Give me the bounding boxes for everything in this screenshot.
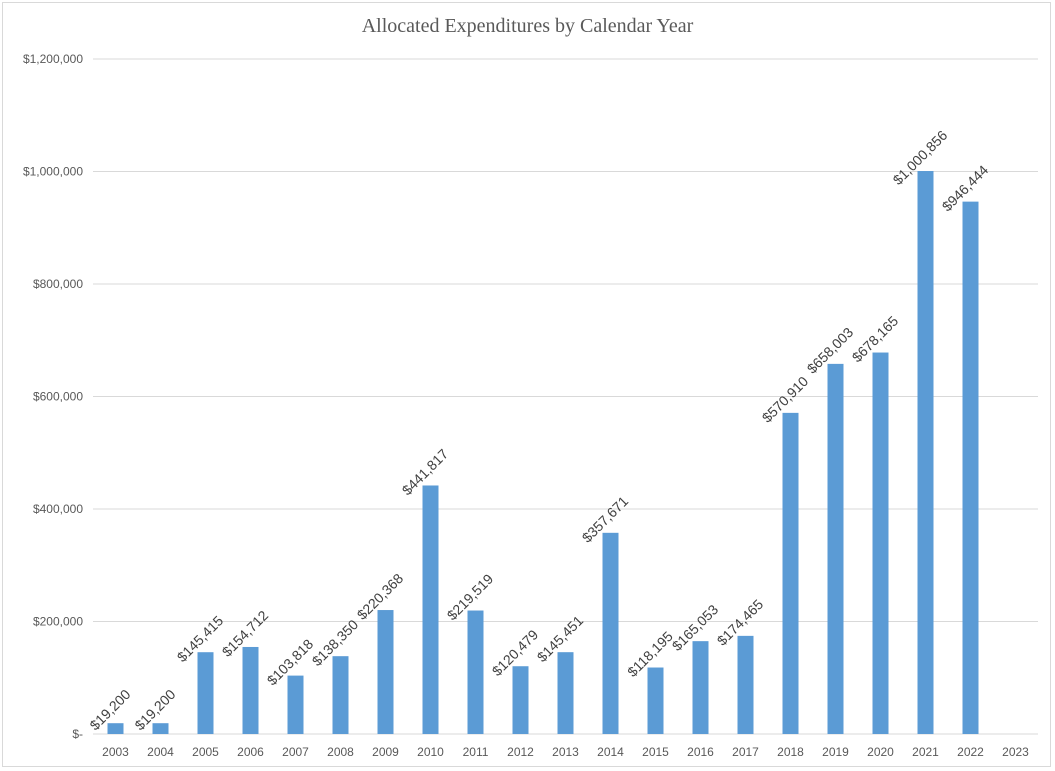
x-tick-label: 2008 (327, 745, 354, 759)
bar (197, 652, 214, 734)
bar (242, 646, 259, 734)
bar (962, 201, 979, 734)
bar (602, 532, 619, 734)
x-tick-label: 2003 (102, 745, 129, 759)
x-tick-label: 2019 (822, 745, 849, 759)
y-tick-label: $- (72, 727, 83, 741)
bar (737, 635, 754, 734)
x-tick-label: 2013 (552, 745, 579, 759)
bar (827, 363, 844, 734)
x-tick-label: 2012 (507, 745, 534, 759)
bar (107, 723, 124, 734)
y-tick-label: $1,000,000 (23, 165, 83, 179)
y-tick-label: $400,000 (33, 502, 83, 516)
x-axis-tick-labels: 2003 2004 2005 2006 2007 2008 2009 2010 2011 2012… (102, 745, 1029, 759)
x-tick-label: 2006 (237, 745, 264, 759)
bar (332, 656, 349, 734)
x-tick-label: 2005 (192, 745, 219, 759)
x-tick-label: 2023 (1002, 745, 1029, 759)
x-tick-label: 2021 (912, 745, 939, 759)
bar (692, 641, 709, 734)
bar (782, 412, 799, 734)
bar (422, 485, 439, 734)
chart-title: Allocated Expenditures by Calendar Year (361, 15, 694, 37)
bar (377, 610, 394, 734)
bar (467, 610, 484, 734)
bar (917, 171, 934, 734)
x-tick-label: 2016 (687, 745, 714, 759)
x-tick-label: 2014 (597, 745, 624, 759)
y-axis-tick-labels: $- $200,000 $400,000 $600,000 $800,000 $1,000… (23, 52, 83, 741)
y-tick-label: $800,000 (33, 277, 83, 291)
x-tick-label: 2010 (417, 745, 444, 759)
bar (647, 667, 664, 734)
data-labels: $19,200$19,200$145,415$154,712$103,818$1… (86, 127, 991, 733)
x-tick-label: 2015 (642, 745, 669, 759)
x-tick-label: 2011 (463, 745, 489, 759)
y-tick-label: $200,000 (33, 615, 83, 629)
x-tick-label: 2007 (282, 745, 309, 759)
y-tick-label: $1,200,000 (23, 52, 83, 66)
bar (512, 666, 529, 734)
x-tick-label: 2017 (732, 745, 759, 759)
x-tick-label: 2020 (867, 745, 894, 759)
bar (872, 352, 889, 734)
bars (107, 171, 979, 734)
x-tick-label: 2018 (777, 745, 804, 759)
bar (557, 652, 574, 734)
y-tick-label: $600,000 (33, 390, 83, 404)
x-tick-label: 2022 (957, 745, 984, 759)
bar (152, 723, 169, 734)
x-tick-label: 2009 (372, 745, 399, 759)
bar (287, 675, 304, 734)
x-tick-label: 2004 (147, 745, 174, 759)
